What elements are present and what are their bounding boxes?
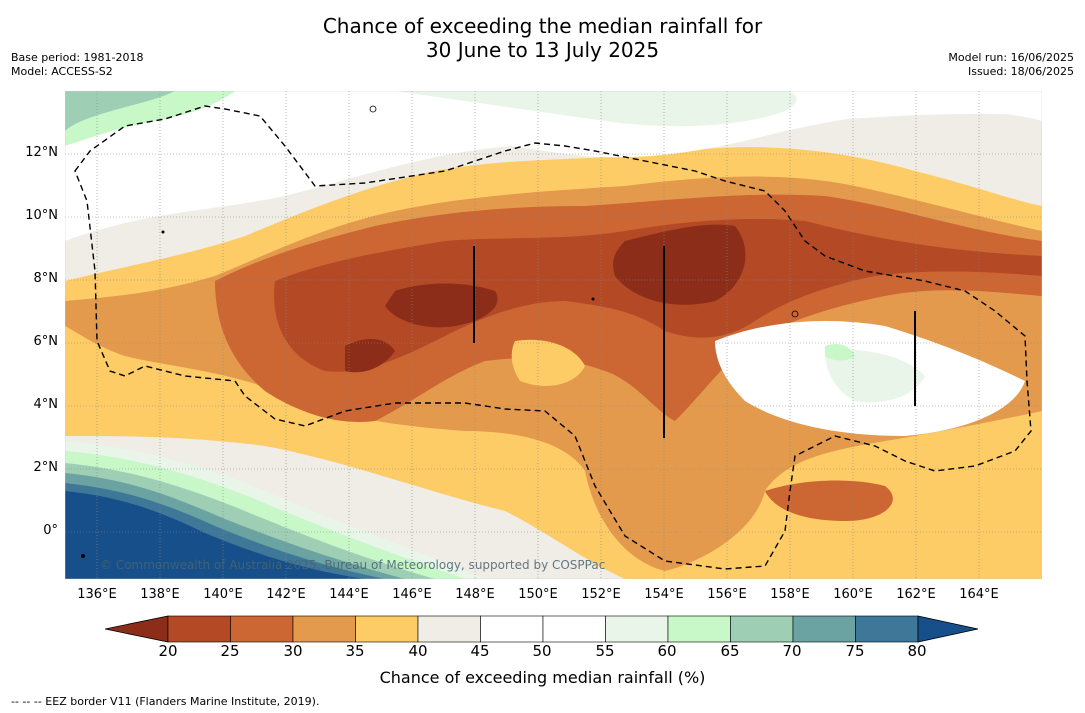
rainfall-map — [65, 91, 1042, 579]
contour-white-north — [65, 91, 1042, 158]
colorbar-cell — [355, 615, 419, 643]
title-line-1: Chance of exceeding the median rainfall … — [322, 14, 763, 38]
colorbar-tick-40: 40 — [408, 642, 428, 660]
colorbar-cell — [792, 615, 856, 643]
lon-label-158e: 158°E — [770, 587, 810, 602]
contour-yellow-central — [511, 339, 585, 386]
lat-label-12n: 12°N — [25, 145, 58, 160]
colorbar-tick-30: 30 — [283, 642, 303, 660]
lon-label-164e: 164°E — [959, 587, 999, 602]
copyright-notice: © Commonwealth of Australia 2025, Bureau… — [100, 558, 606, 572]
colorbar-cell — [542, 615, 606, 643]
colorbar-cell — [730, 615, 794, 643]
island-5 — [81, 554, 85, 558]
contour-below-20-b — [613, 224, 746, 305]
model-name: Model: ACCESS-S2 — [11, 65, 113, 78]
contour-green-east — [825, 349, 925, 403]
lon-label-156e: 156°E — [707, 587, 747, 602]
eez-footnote: -- -- -- EEZ border V11 (Flanders Marine… — [11, 695, 320, 708]
map-title: Chance of exceeding the median rainfall … — [0, 14, 1085, 62]
lon-label-148e: 148°E — [455, 587, 495, 602]
colorbar-tick-55: 55 — [595, 642, 615, 660]
colorbar-label: Chance of exceeding median rainfall (%) — [379, 668, 706, 687]
colorbar-cell — [230, 615, 294, 643]
lat-label-6n: 6°N — [33, 334, 59, 349]
base-period: Base period: 1981-2018 — [11, 51, 144, 64]
lat-label-0: 0° — [43, 523, 58, 538]
contour-green-north — [395, 91, 797, 127]
lon-label-150e: 150°E — [518, 587, 558, 602]
colorbar-tick-20: 20 — [158, 642, 178, 660]
colorbar-extend-low — [105, 615, 169, 643]
lat-label-8n: 8°N — [33, 271, 59, 286]
contour-green-east-dark — [825, 344, 855, 361]
eez-border — [74, 105, 1032, 570]
colorbar-tick-45: 45 — [470, 642, 490, 660]
lon-label-138e: 138°E — [140, 587, 180, 602]
lon-label-152e: 152°E — [581, 587, 621, 602]
lon-label-146e: 146°E — [392, 587, 432, 602]
colorbar-tick-75: 75 — [845, 642, 865, 660]
colorbar-tick-70: 70 — [782, 642, 802, 660]
model-run: Model run: 16/06/2025 — [948, 51, 1074, 64]
island-2 — [791, 310, 799, 318]
colorbar-tick-80: 80 — [907, 642, 927, 660]
lon-label-162e: 162°E — [896, 587, 936, 602]
island-3 — [161, 230, 165, 234]
colorbar-tick-35: 35 — [345, 642, 365, 660]
colorbar-cell — [417, 615, 481, 643]
colorbar-cell — [292, 615, 356, 643]
lon-label-142e: 142°E — [266, 587, 306, 602]
lat-label-4n: 4°N — [33, 397, 59, 412]
colorbar-cell — [667, 615, 731, 643]
lon-label-144e: 144°E — [329, 587, 369, 602]
colorbar-cell — [480, 615, 544, 643]
lat-label-10n: 10°N — [25, 208, 58, 223]
lon-label-140e: 140°E — [203, 587, 243, 602]
lat-label-2n: 2°N — [33, 460, 59, 475]
colorbar-tick-25: 25 — [220, 642, 240, 660]
colorbar-tick-60: 60 — [657, 642, 677, 660]
colorbar-cell — [605, 615, 669, 643]
issued-date: Issued: 18/06/2025 — [967, 65, 1074, 78]
title-line-2: 30 June to 13 July 2025 — [425, 38, 660, 62]
colorbar — [105, 615, 979, 643]
island-1 — [369, 105, 377, 113]
graticule — [65, 91, 1042, 579]
island-4 — [591, 297, 595, 301]
colorbar-tick-65: 65 — [720, 642, 740, 660]
contour-sw-over-80 — [65, 491, 365, 579]
colorbar-tick-50: 50 — [532, 642, 552, 660]
contour-nw-70 — [65, 91, 175, 131]
lon-label-160e: 160°E — [833, 587, 873, 602]
colorbar-extend-high — [917, 615, 979, 643]
meta-left: Base period: 1981-2018 Model: ACCESS-S2 — [11, 51, 143, 79]
contour-below-20-c — [345, 339, 395, 373]
contour-25-30-south — [765, 480, 893, 521]
meta-right: Model run: 16/06/2025 Issued: 18/06/2025 — [948, 51, 1074, 79]
colorbar-cell — [855, 615, 919, 643]
lon-label-154e: 154°E — [644, 587, 684, 602]
colorbar-cell — [167, 615, 231, 643]
contour-below-20-a — [385, 283, 498, 328]
lon-label-136e: 136°E — [77, 587, 117, 602]
